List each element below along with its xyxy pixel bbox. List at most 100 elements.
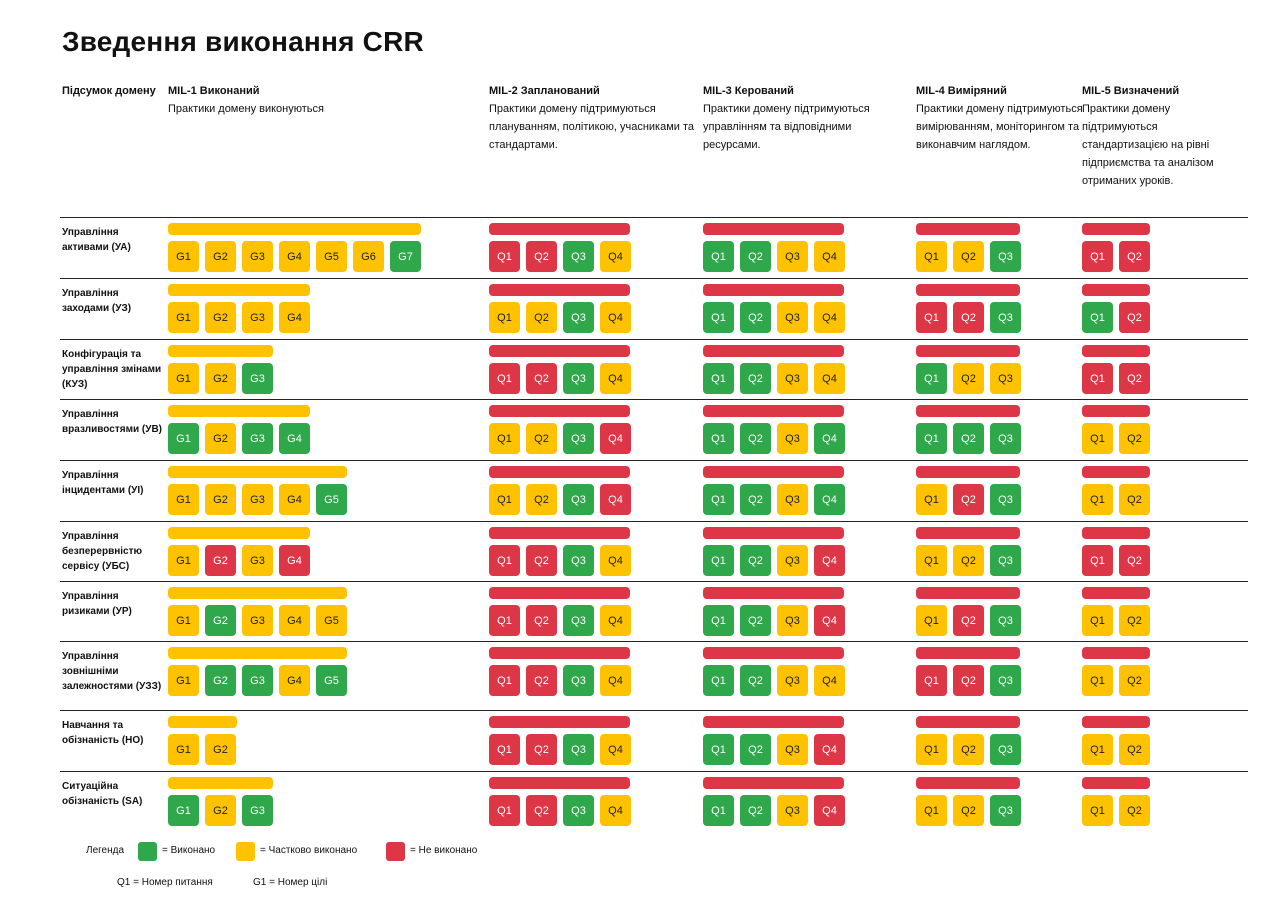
question-badge: Q1 bbox=[916, 302, 947, 333]
question-badge: Q2 bbox=[526, 734, 557, 765]
question-badge: Q1 bbox=[703, 734, 734, 765]
column-description: Практики домену підтримуються стандартиз… bbox=[1082, 103, 1214, 187]
question-badge: Q4 bbox=[814, 302, 845, 333]
question-badge: Q1 bbox=[489, 241, 520, 272]
domain-label: Ситуаційна обізнаність (SA) bbox=[62, 781, 143, 807]
mil3-status-bar bbox=[703, 647, 844, 659]
question-badge: Q3 bbox=[777, 241, 808, 272]
question-badge: Q2 bbox=[1119, 423, 1150, 454]
mil3-status-bar bbox=[703, 405, 844, 417]
column-description: Практики домену підтримуються управління… bbox=[703, 103, 870, 151]
question-badge: Q4 bbox=[600, 545, 631, 576]
question-badge: Q4 bbox=[814, 665, 845, 696]
question-badge: Q2 bbox=[1119, 545, 1150, 576]
goal-badge: G2 bbox=[205, 484, 236, 515]
question-badge: Q2 bbox=[526, 302, 557, 333]
question-badge: Q3 bbox=[563, 545, 594, 576]
goal-badge: G1 bbox=[168, 734, 199, 765]
question-badge: Q1 bbox=[703, 484, 734, 515]
question-badge: Q2 bbox=[953, 423, 984, 454]
mil1-status-bar bbox=[168, 345, 273, 357]
question-badge: Q1 bbox=[489, 605, 520, 636]
question-badge: Q2 bbox=[1119, 665, 1150, 696]
goal-badge: G1 bbox=[168, 302, 199, 333]
row-divider bbox=[60, 278, 1248, 279]
question-badge: Q4 bbox=[814, 241, 845, 272]
goal-badge: G2 bbox=[205, 734, 236, 765]
goal-badge: G4 bbox=[279, 423, 310, 454]
question-badge: Q2 bbox=[526, 241, 557, 272]
goal-badge: G2 bbox=[205, 302, 236, 333]
goal-badge: G3 bbox=[242, 302, 273, 333]
question-badge: Q2 bbox=[526, 545, 557, 576]
question-badge: Q3 bbox=[990, 302, 1021, 333]
question-badge: Q1 bbox=[489, 484, 520, 515]
question-badge: Q1 bbox=[703, 423, 734, 454]
question-badge: Q1 bbox=[916, 605, 947, 636]
question-badge: Q2 bbox=[740, 665, 771, 696]
mil4-status-bar bbox=[916, 777, 1020, 789]
question-badge: Q4 bbox=[814, 363, 845, 394]
question-badge: Q1 bbox=[916, 241, 947, 272]
question-badge: Q3 bbox=[777, 795, 808, 826]
question-badge: Q2 bbox=[953, 545, 984, 576]
row-divider bbox=[60, 771, 1248, 772]
question-badge: Q1 bbox=[489, 665, 520, 696]
mil2-status-bar bbox=[489, 647, 630, 659]
question-badge: Q3 bbox=[990, 734, 1021, 765]
question-badge: Q3 bbox=[990, 484, 1021, 515]
mil1-status-bar bbox=[168, 777, 273, 789]
question-badge: Q3 bbox=[777, 423, 808, 454]
question-badge: Q1 bbox=[1082, 734, 1113, 765]
domain-label: Управління ризиками (УР) bbox=[62, 591, 132, 617]
mil4-status-bar bbox=[916, 223, 1020, 235]
question-badge: Q4 bbox=[600, 795, 631, 826]
mil4-status-bar bbox=[916, 466, 1020, 478]
column-header-mil4: MIL-4 Виміряний Практики домену підтриму… bbox=[916, 82, 1086, 154]
mil3-status-bar bbox=[703, 466, 844, 478]
goal-badge: G1 bbox=[168, 484, 199, 515]
column-header-mil5: MIL-5 Визначений Практики домену підтрим… bbox=[1082, 82, 1242, 190]
question-badge: Q3 bbox=[563, 795, 594, 826]
row-divider bbox=[60, 521, 1248, 522]
question-badge: Q4 bbox=[600, 734, 631, 765]
question-badge: Q4 bbox=[600, 302, 631, 333]
question-badge: Q3 bbox=[777, 302, 808, 333]
question-badge: Q2 bbox=[953, 665, 984, 696]
question-badge: Q2 bbox=[740, 545, 771, 576]
mil5-status-bar bbox=[1082, 466, 1150, 478]
question-badge: Q1 bbox=[489, 734, 520, 765]
question-badge: Q2 bbox=[1119, 241, 1150, 272]
question-badge: Q4 bbox=[600, 605, 631, 636]
goal-badge: G3 bbox=[242, 363, 273, 394]
goal-badge: G1 bbox=[168, 795, 199, 826]
question-badge: Q2 bbox=[526, 423, 557, 454]
legend-label-yellow: = Частково виконано bbox=[260, 845, 358, 856]
question-badge: Q1 bbox=[703, 545, 734, 576]
question-badge: Q1 bbox=[1082, 665, 1113, 696]
column-heading: MIL-5 Визначений bbox=[1082, 85, 1180, 97]
question-badge: Q3 bbox=[990, 241, 1021, 272]
goal-badge: G2 bbox=[205, 795, 236, 826]
question-badge: Q2 bbox=[740, 795, 771, 826]
question-badge: Q1 bbox=[916, 734, 947, 765]
mil5-status-bar bbox=[1082, 405, 1150, 417]
column-heading: MIL-3 Керований bbox=[703, 85, 794, 97]
mil5-status-bar bbox=[1082, 777, 1150, 789]
mil5-status-bar bbox=[1082, 527, 1150, 539]
question-badge: Q1 bbox=[916, 665, 947, 696]
mil4-status-bar bbox=[916, 716, 1020, 728]
row-divider bbox=[60, 339, 1248, 340]
question-badge: Q2 bbox=[740, 363, 771, 394]
row-divider bbox=[60, 641, 1248, 642]
question-badge: Q4 bbox=[814, 484, 845, 515]
mil4-status-bar bbox=[916, 405, 1020, 417]
goal-badge: G2 bbox=[205, 241, 236, 272]
goal-badge: G3 bbox=[242, 241, 273, 272]
goal-badge: G7 bbox=[390, 241, 421, 272]
question-badge: Q4 bbox=[600, 241, 631, 272]
question-badge: Q3 bbox=[990, 363, 1021, 394]
goal-badge: G1 bbox=[168, 363, 199, 394]
domain-label: Управління активами (УА) bbox=[62, 227, 131, 253]
mil2-status-bar bbox=[489, 405, 630, 417]
